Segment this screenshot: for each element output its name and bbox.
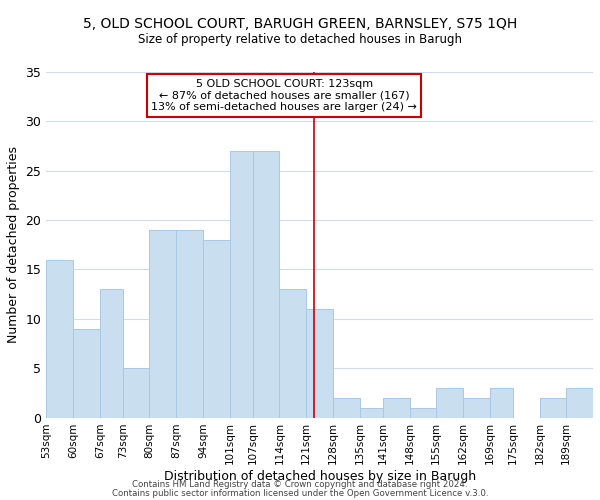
Bar — [360, 408, 383, 418]
X-axis label: Distribution of detached houses by size in Barugh: Distribution of detached houses by size … — [164, 470, 476, 483]
Bar — [230, 151, 253, 417]
Bar — [149, 230, 176, 418]
Bar — [280, 289, 306, 418]
Bar — [463, 398, 490, 417]
Bar — [203, 240, 230, 418]
Bar — [100, 289, 123, 418]
Bar — [436, 388, 463, 418]
Bar — [253, 151, 280, 417]
Text: Contains HM Land Registry data © Crown copyright and database right 2024.: Contains HM Land Registry data © Crown c… — [132, 480, 468, 489]
Bar — [383, 398, 410, 417]
Bar — [123, 368, 149, 418]
Bar — [306, 309, 333, 418]
Bar — [410, 408, 436, 418]
Text: 5, OLD SCHOOL COURT, BARUGH GREEN, BARNSLEY, S75 1QH: 5, OLD SCHOOL COURT, BARUGH GREEN, BARNS… — [83, 18, 517, 32]
Y-axis label: Number of detached properties: Number of detached properties — [7, 146, 20, 343]
Bar — [333, 398, 360, 417]
Bar — [539, 398, 566, 417]
Bar — [176, 230, 203, 418]
Bar — [46, 260, 73, 418]
Text: Size of property relative to detached houses in Barugh: Size of property relative to detached ho… — [138, 32, 462, 46]
Text: Contains public sector information licensed under the Open Government Licence v.: Contains public sector information licen… — [112, 488, 488, 498]
Bar — [490, 388, 513, 418]
Bar — [73, 328, 100, 418]
Text: 5 OLD SCHOOL COURT: 123sqm
← 87% of detached houses are smaller (167)
13% of sem: 5 OLD SCHOOL COURT: 123sqm ← 87% of deta… — [151, 79, 417, 112]
Bar — [566, 388, 593, 418]
